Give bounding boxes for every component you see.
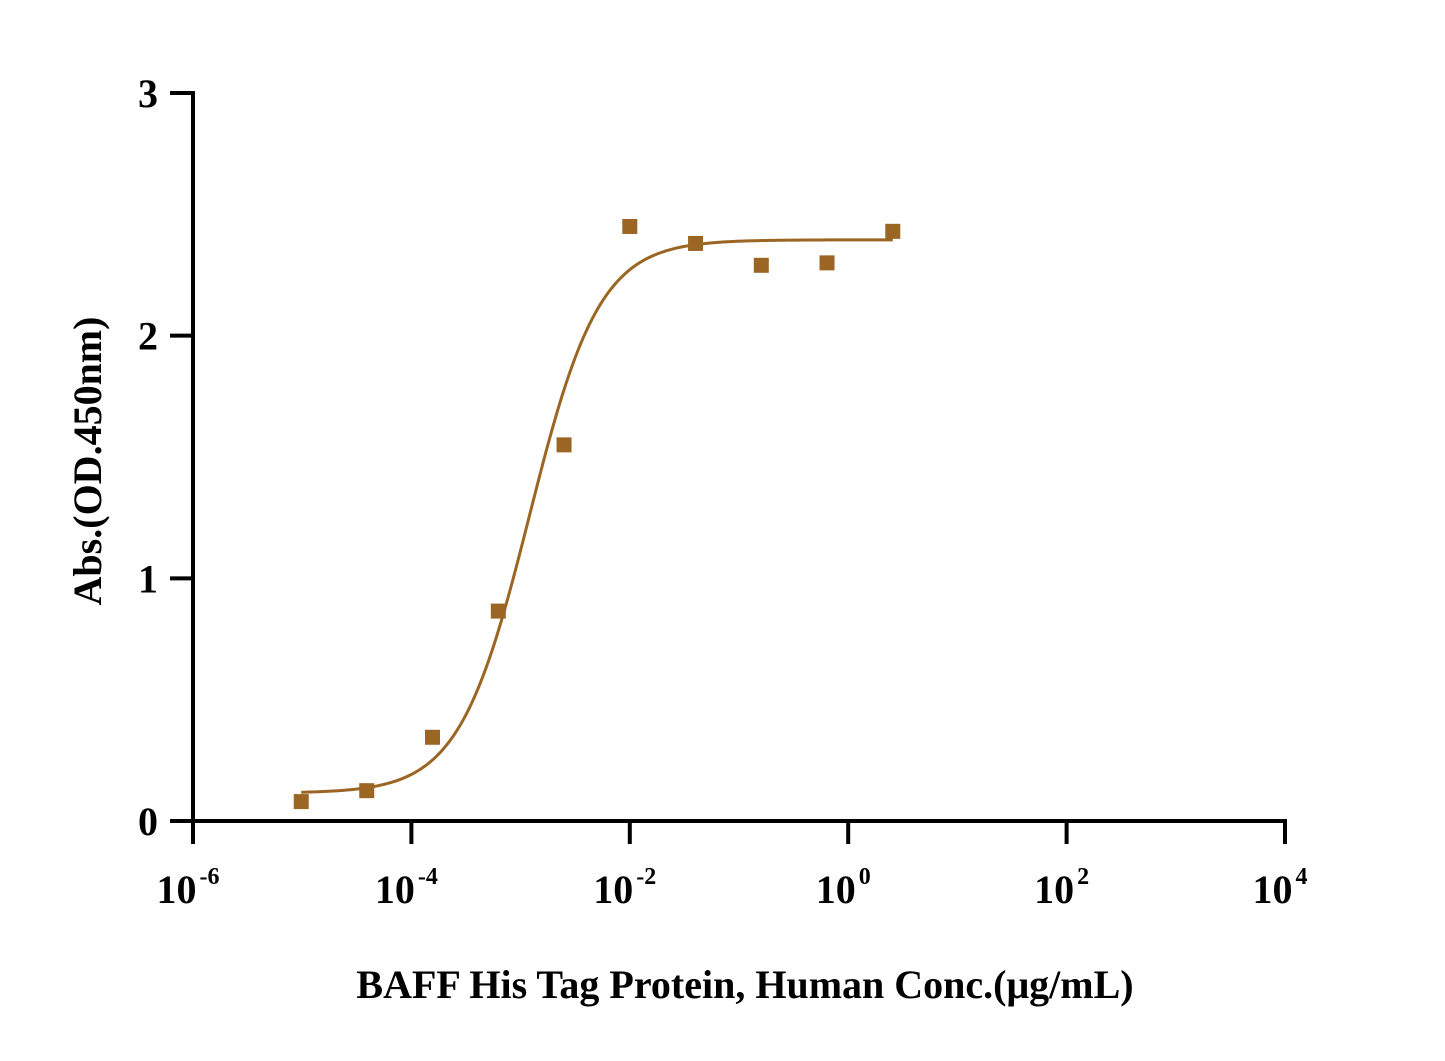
data-point xyxy=(424,729,440,745)
data-point xyxy=(885,223,901,239)
data-point xyxy=(819,255,835,271)
x-tick-label: 10 2 xyxy=(1034,864,1089,912)
data-points xyxy=(293,218,901,810)
x-ticks: 10 -6 10 -4 10 -2 10 0 10 2 10 4 xyxy=(157,821,1308,912)
y-tick-label: 1 xyxy=(138,556,158,601)
data-point xyxy=(556,437,572,453)
y-axis-title: Abs.(OD.450nm) xyxy=(65,317,110,606)
axes xyxy=(191,91,1287,823)
fit-curve-layer xyxy=(301,238,893,794)
data-point xyxy=(688,235,704,251)
x-axis-title: BAFF His Tag Protein, Human Conc.(μg/mL) xyxy=(356,962,1133,1007)
data-point xyxy=(622,218,638,234)
x-tick-label: 10 -4 xyxy=(375,864,438,912)
data-point xyxy=(490,603,506,619)
y-ticks: 0 1 2 3 xyxy=(138,71,193,844)
data-point xyxy=(753,257,769,273)
x-tick-label: 10 4 xyxy=(1253,864,1308,912)
x-tick-label: 10 0 xyxy=(816,864,871,912)
data-point xyxy=(293,794,309,810)
y-tick-label: 0 xyxy=(138,799,158,844)
x-tick-label: 10 -2 xyxy=(593,864,656,912)
y-tick-label: 3 xyxy=(138,71,158,116)
fit-curve-line xyxy=(301,238,893,794)
data-point xyxy=(359,783,375,799)
y-tick-label: 2 xyxy=(138,314,158,359)
x-tick-label: 10 -6 xyxy=(157,864,220,912)
